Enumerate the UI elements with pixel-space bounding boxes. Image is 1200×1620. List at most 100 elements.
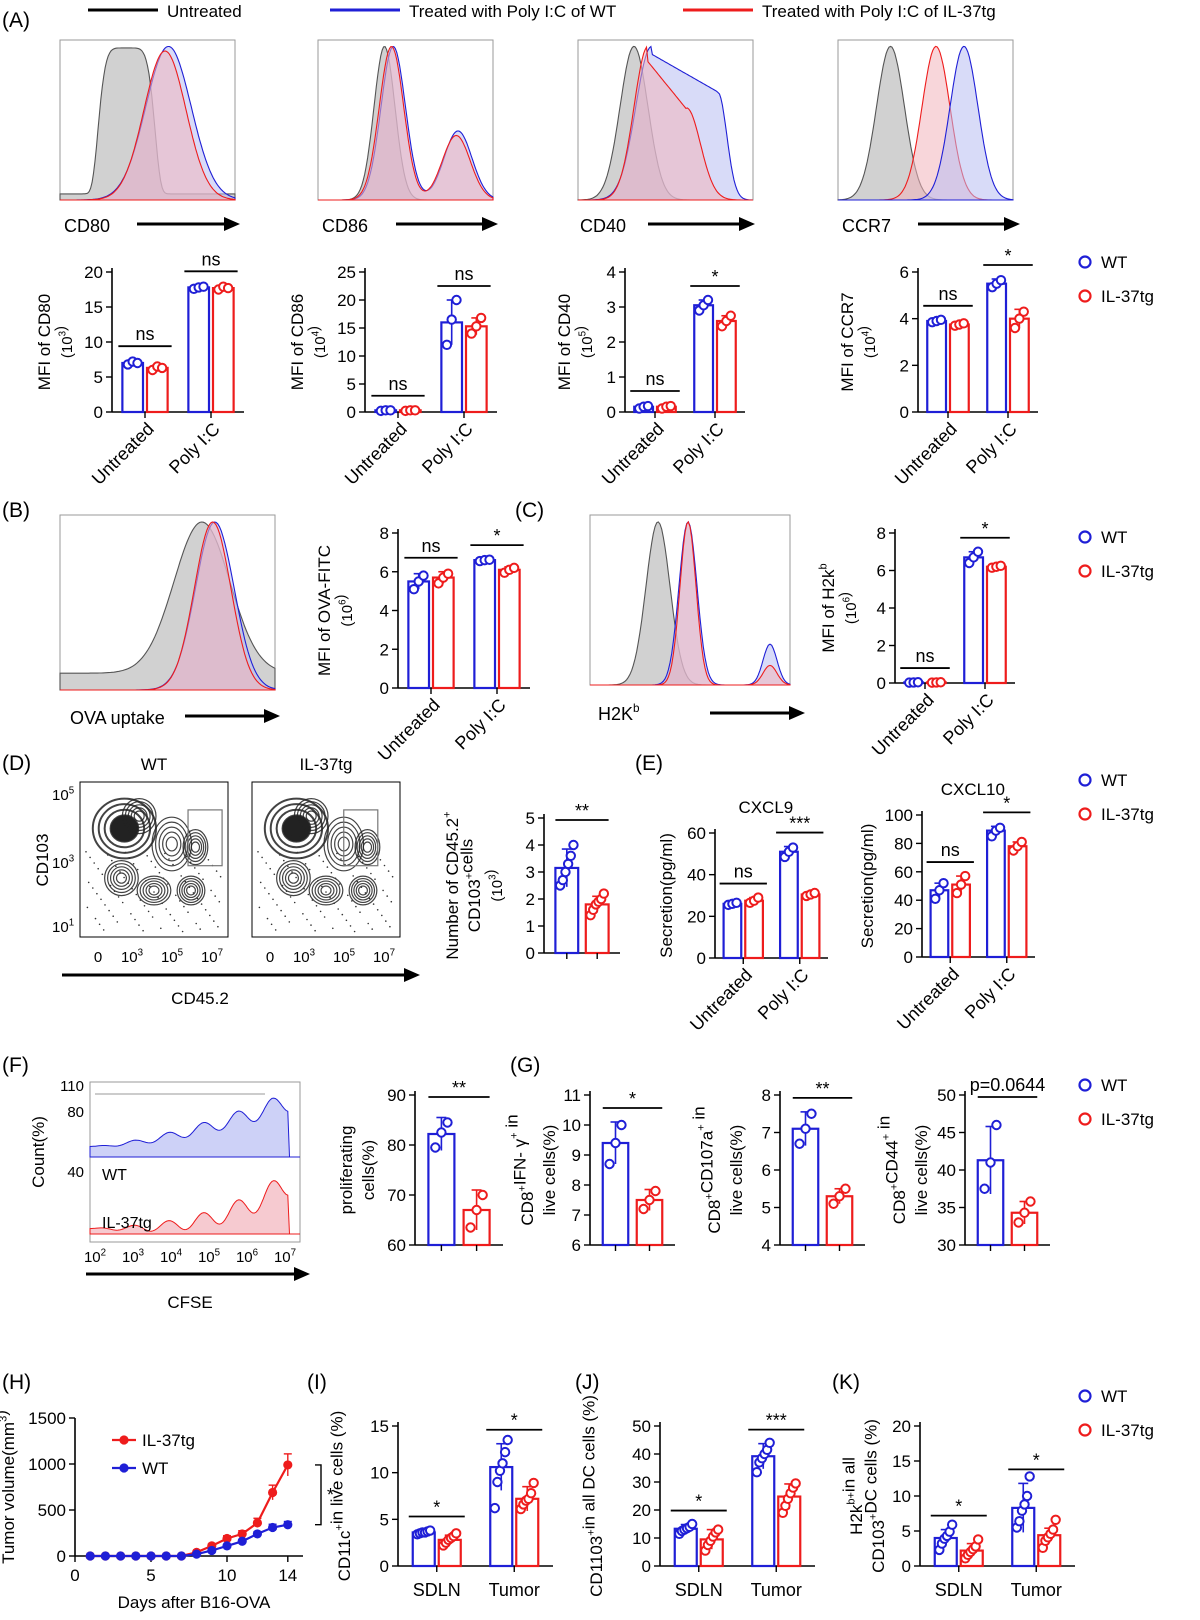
chart-D-count-y-label-line2-rest: cells — [457, 839, 476, 873]
chart-G-ifng-data-point — [650, 1185, 661, 1197]
chart-H-tumor-point-wt — [237, 1536, 247, 1546]
contour-wt-event-dot — [85, 851, 87, 853]
cfse-histogram — [89, 1081, 301, 1243]
contour-wt-event-dot — [96, 892, 98, 895]
contour-tg-event-dot — [321, 885, 323, 888]
contour-wt-gate — [187, 809, 223, 867]
chart-I-cd11c: 0 5 10 15 SDLN Tumor * * — [370, 1411, 553, 1600]
chart-F-prolif-sig-label: ** — [452, 1078, 466, 1098]
chart-B-ova-x-tick-label: Untreated — [374, 695, 444, 765]
cfse-x-tick-base: 10 — [160, 1249, 177, 1266]
chart-F-prolif-y-label-line2-text: cells(%) — [359, 1140, 378, 1200]
chart-E-cxcl10-bar-wt — [985, 829, 1006, 959]
chart-G-ifng-y-tick-label: 9 — [572, 1146, 581, 1165]
chart-B-ova-x-tick-label: Poly I:C — [451, 695, 510, 754]
contour-wt-contour-ring — [103, 808, 146, 849]
contour-wt-event-dot — [113, 890, 116, 892]
chart-J-cd103-x-tick-label: SDLN — [675, 1580, 723, 1600]
contour-tg-contour-ring — [275, 808, 318, 849]
chart-D-count-y-tick-label: 3 — [526, 863, 535, 882]
cfse-x-label: CFSE — [167, 1293, 212, 1312]
chart-G-cd44-y-label-tail: in — [875, 1116, 894, 1134]
chart-E-cxcl10-bar-il-37tg — [1007, 845, 1028, 959]
chart-C-h2kb-y-label: MFI of H2kb — [817, 563, 838, 652]
chart-C-h2kb-y-tick-label: 4 — [877, 599, 886, 618]
contour-wt-contour-ring — [109, 866, 133, 890]
chart-I-cd11c-data-point — [450, 1528, 462, 1539]
panel-label-j: (J) — [575, 1371, 600, 1394]
chart-A-cd80-y-label-unit: (103) — [52, 326, 76, 358]
side-legend-tg-label: IL-37tg — [1101, 805, 1154, 824]
chart-A-cd86-y-tick-label: 10 — [337, 347, 356, 366]
panel-label-h: (H) — [2, 1371, 31, 1394]
contour-wt-event-dot — [87, 881, 90, 884]
chart-G-ifng-data-point — [616, 1119, 627, 1131]
contour-tg-event-dot — [285, 890, 288, 892]
contour-x-tick-base: 10 — [293, 949, 310, 966]
chart-G-cd107a-y-tick-label: 4 — [762, 1236, 771, 1255]
contour-x-tick-label: 0 — [266, 949, 274, 966]
side-legend-tg-symbol — [1078, 564, 1092, 578]
contour-tg-contour-ring — [360, 838, 375, 856]
chart-H-tumor-point-wt — [283, 1520, 293, 1530]
chart-B-ova-bar-il-37tg — [497, 568, 521, 690]
cfse-x-tick-base: 10 — [236, 1249, 253, 1266]
chart-E-cxcl10-y-label-text: Secretion(pg/ml) — [858, 824, 877, 949]
side-legend-tg-symbol — [1078, 807, 1092, 821]
chart-K-h2kb-y-label: H2kb+in all — [839, 1457, 866, 1535]
chart-A-cd86-y-label-unit-text: (10 — [312, 336, 329, 358]
chart-D-count-y-label-unit-text: (10 — [489, 880, 506, 902]
chart-K-h2kb-data-point — [1050, 1514, 1061, 1526]
chart-B-ova-bar-wt — [473, 559, 497, 690]
histogram-label-h2kb-text: H2K — [598, 704, 633, 724]
chart-I-cd11c-data-point — [489, 1502, 501, 1514]
chart-I-cd11c-data-point — [528, 1477, 539, 1489]
chart-E-cxcl10-sig-label: ns — [941, 840, 960, 860]
contour-tg-contour-ring — [348, 875, 378, 906]
contour-tg-gate — [343, 809, 379, 867]
side-legend-tg-label: IL-37tg — [1101, 562, 1154, 581]
chart-E-cxcl10-y-tick-label: 40 — [894, 891, 913, 910]
chart-A-cd80-x-tick-label: Poly I:C — [165, 419, 224, 478]
contour-tg-event-dot — [364, 892, 367, 894]
chart-A-cd40-y-tick-label: 1 — [607, 368, 616, 387]
chart-A-cd86-data-point — [466, 328, 477, 339]
chart-G-ifng-sig-label: * — [629, 1089, 636, 1109]
contour-wt-event-dot — [195, 922, 197, 925]
chart-A-cd40-data-point — [725, 310, 736, 321]
contour-tg-event-dot — [383, 864, 386, 867]
contour-y-tick-base: 10 — [52, 787, 69, 804]
chart-C-h2kb-x-tick-label: Poly I:C — [939, 690, 998, 749]
cfse-x-tick-label: 103 — [122, 1247, 144, 1266]
chart-D-count-y-tick-label: 1 — [526, 917, 535, 936]
chart-K-h2kb-y-label-sup: b+ — [845, 1492, 857, 1505]
chart-H-tumor-point-wt — [100, 1551, 110, 1561]
contour-x-tick-label: 103 — [293, 947, 315, 966]
contour-tg-event-dot — [265, 862, 268, 864]
chart-H-tumor-legend-marker — [119, 1435, 129, 1445]
chart-E-cxcl9-sig-label: *** — [789, 814, 810, 834]
chart-B-ova-y-label: MFI of OVA-FITC — [315, 545, 334, 676]
histogram-label-cd40: CD40 — [580, 216, 626, 236]
chart-G-cd44-y-label-line2: live cells(%) — [912, 1125, 931, 1216]
chart-A-cd80-data-point — [198, 281, 209, 292]
side-legend-tg-symbol — [1078, 1423, 1092, 1437]
contour-wt-event-dot — [116, 921, 119, 923]
cfse-x-tick-exp: 7 — [291, 1247, 296, 1258]
contour-tg-event-dot — [279, 854, 281, 856]
chart-A-cd80-y-label-unit-close: ) — [52, 326, 69, 331]
contour-y-tick-exp: 1 — [69, 917, 74, 928]
side-legend-wt-label: WT — [1101, 1387, 1127, 1406]
chart-G-cd44-y-tick-label: 35 — [937, 1199, 956, 1218]
chart-K-h2kb-data-point — [1014, 1516, 1025, 1527]
contour-tg-event-dot — [264, 887, 266, 889]
chart-E-cxcl10-y-tick-label: 0 — [904, 948, 913, 967]
chart-D-count-y-tick-label: 2 — [526, 890, 535, 909]
contour-wt-event-dot — [165, 908, 167, 910]
chart-I-cd11c-data-point — [492, 1476, 503, 1488]
chart-E-cxcl10-y-label: Secretion(pg/ml) — [858, 824, 877, 949]
chart-H-tumor-x-tick-label: 10 — [218, 1566, 237, 1585]
chart-H-tumor-point-il-37tg — [252, 1518, 262, 1528]
